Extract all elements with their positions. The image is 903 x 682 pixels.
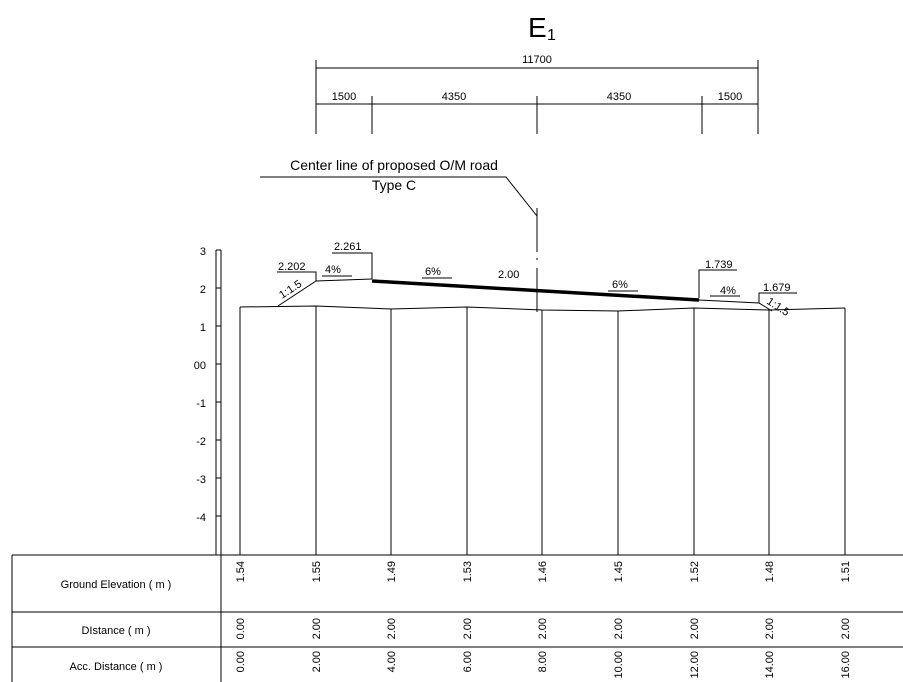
left-shoulder-slope: 4% — [325, 264, 341, 276]
scale-label: -3 — [196, 474, 206, 486]
dimension-lines — [315, 60, 759, 134]
center-elevation: 2.00 — [498, 269, 519, 281]
left-edge-elevation: 2.261 — [334, 241, 362, 253]
ground-profile — [239, 305, 846, 555]
acc-distance-cell: 4.00 — [386, 651, 398, 672]
table-cells: 1.54 1.55 1.49 1.53 1.46 1.45 1.52 1.48 1.51 0.00… — [235, 561, 852, 679]
scale-label: 2 — [200, 284, 206, 296]
scale-label: -1 — [196, 398, 206, 410]
distance-cell: 2.00 — [537, 618, 549, 639]
road-surface — [371, 279, 700, 302]
distance-cell: 2.00 — [462, 618, 474, 639]
scale-labels: 3 2 1 00 -1 -2 -3 -4 — [194, 246, 206, 524]
ground-elevation-cell: 1.53 — [462, 561, 474, 582]
ground-elevation-cell: 1.48 — [764, 561, 776, 582]
acc-distance-cell: 2.00 — [311, 651, 323, 672]
right-crossfall: 6% — [612, 279, 628, 291]
scale-label: -2 — [196, 436, 206, 448]
row-header-distance: DIstance ( m ) — [81, 625, 150, 637]
acc-distance-cell: 14.00 — [764, 651, 776, 679]
section-title-subscript: 1 — [547, 27, 556, 44]
acc-distance-cell: 12.00 — [689, 651, 701, 679]
width-label-left-carriageway: 4350 — [442, 91, 466, 103]
center-line-label: Center line of proposed O/M road — [290, 157, 498, 173]
left-crossfall: 6% — [425, 266, 441, 278]
distance-cell: 2.00 — [311, 618, 323, 639]
vertical-scale-bar — [215, 249, 222, 555]
data-table — [11, 554, 903, 682]
scale-label: 00 — [194, 360, 206, 372]
ground-elevation-cell: 1.49 — [386, 561, 398, 582]
ground-elevation-cell: 1.46 — [537, 561, 549, 582]
right-edge-elevation: 1.739 — [705, 259, 733, 271]
width-label-left-shoulder: 1500 — [332, 91, 356, 103]
distance-cell: 2.00 — [689, 618, 701, 639]
right-shoulder-slope: 4% — [720, 285, 736, 297]
road-type-label: Type C — [372, 177, 416, 193]
acc-distance-cell: 8.00 — [537, 651, 549, 672]
scale-label: 1 — [200, 322, 206, 334]
width-label-right-shoulder: 1500 — [718, 91, 742, 103]
road-design-section — [277, 278, 773, 312]
row-header-ground-elevation: Ground Elevation ( m ) — [61, 579, 172, 591]
elevation-leaders — [277, 252, 797, 303]
right-side-slope: 1:1.5 — [764, 295, 791, 318]
ground-elevation-cell: 1.51 — [840, 561, 852, 582]
acc-distance-cell: 0.00 — [235, 651, 247, 672]
distance-cell: 2.00 — [840, 618, 852, 639]
row-header-acc-distance: Acc. Distance ( m ) — [70, 661, 163, 673]
total-width-label: 11700 — [522, 54, 552, 66]
acc-distance-cell: 6.00 — [462, 651, 474, 672]
distance-cell: 2.00 — [764, 618, 776, 639]
left-toe-elevation: 2.202 — [278, 261, 306, 273]
section-title-letter: E — [528, 12, 547, 43]
scale-label: 3 — [200, 246, 206, 258]
distance-cell: 2.00 — [386, 618, 398, 639]
ground-elevation-cell: 1.52 — [689, 561, 701, 582]
width-label-right-carriageway: 4350 — [607, 91, 631, 103]
distance-cell: 2.00 — [613, 618, 625, 639]
ground-elevation-cell: 1.54 — [235, 561, 247, 582]
acc-distance-cell: 10.00 — [613, 651, 625, 679]
acc-distance-cell: 16.00 — [840, 651, 852, 679]
distance-cell: 0.00 — [235, 618, 247, 639]
right-toe-elevation: 1.679 — [763, 282, 791, 294]
ground-elevation-cell: 1.45 — [613, 561, 625, 582]
ground-elevation-cell: 1.55 — [311, 561, 323, 582]
scale-label: -4 — [196, 512, 206, 524]
section-title: E 1 — [528, 12, 556, 44]
center-line-leader — [260, 176, 538, 312]
